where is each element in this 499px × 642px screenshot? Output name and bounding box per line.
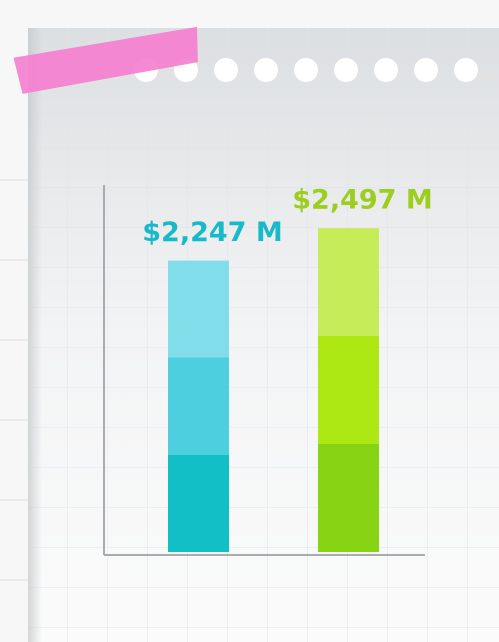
bar [168,261,229,552]
value-label: $2,247 M [142,217,282,248]
chart: $2,247 M $2,497 M [0,0,499,642]
value-label: $2,497 M [292,185,432,216]
bar [318,228,379,552]
notebook-paper [28,28,499,642]
